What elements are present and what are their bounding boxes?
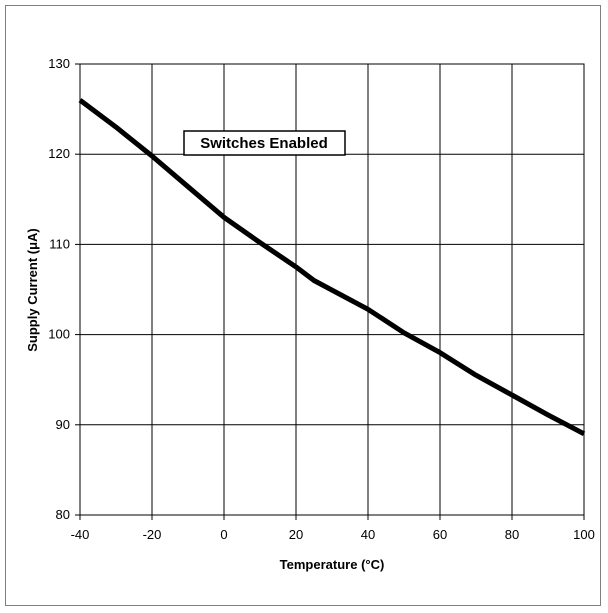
x-tick-label: -40 <box>71 527 90 542</box>
y-tick-label: 80 <box>56 507 70 522</box>
y-tick-label: 90 <box>56 417 70 432</box>
x-tick-label: 60 <box>433 527 447 542</box>
annotation-label: Switches Enabled <box>200 135 328 152</box>
y-axis-ticks: 80 90 100 110 120 130 <box>48 56 80 522</box>
y-tick-label: 120 <box>48 146 70 161</box>
annotation-box: Switches Enabled <box>183 130 346 156</box>
x-tick-label: 80 <box>505 527 519 542</box>
y-tick-label: 100 <box>48 327 70 342</box>
x-tick-label: 0 <box>220 527 227 542</box>
x-tick-label: -20 <box>143 527 162 542</box>
x-tick-label: 20 <box>289 527 303 542</box>
x-tick-label: 100 <box>573 527 595 542</box>
series-line <box>78 98 586 437</box>
y-tick-label: 110 <box>49 236 70 251</box>
y-axis-label: Supply Current (μA) <box>25 228 40 352</box>
x-tick-label: 40 <box>361 527 375 542</box>
x-axis-ticks: -40 -20 0 20 40 60 80 100 <box>71 515 595 542</box>
y-tick-label: 130 <box>48 56 70 71</box>
x-axis-label: Temperature (°C) <box>280 557 385 572</box>
